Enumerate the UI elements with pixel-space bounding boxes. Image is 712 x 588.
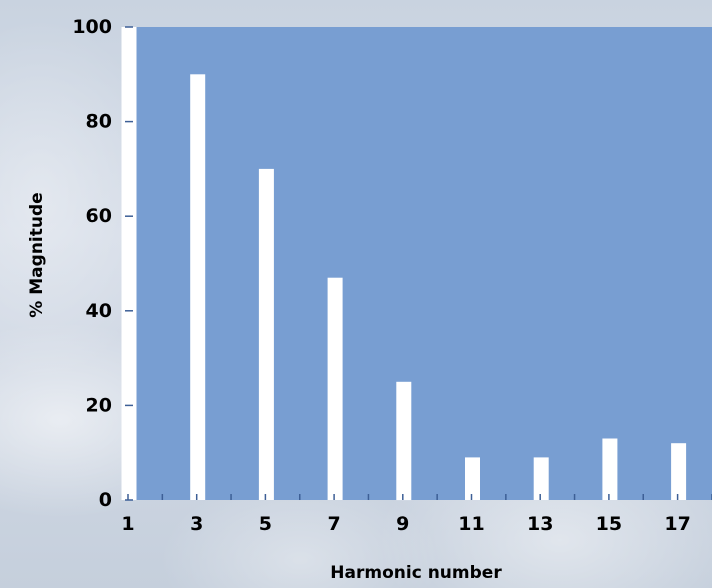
x-tick-label-5: 5: [259, 513, 272, 535]
bars-group: [121, 27, 687, 501]
y-tick-label-60: 60: [86, 205, 112, 227]
plot-area: [128, 27, 712, 500]
bar-harmonic-17: [671, 443, 687, 500]
x-tick-label-15: 15: [596, 513, 622, 535]
y-tick-label-80: 80: [86, 111, 112, 133]
x-tick-label-9: 9: [396, 513, 409, 535]
bar-harmonic-3: [190, 74, 206, 501]
y-tick-label-40: 40: [86, 300, 112, 322]
bar-harmonic-13: [533, 457, 549, 500]
x-tick-label-1: 1: [121, 513, 134, 535]
y-axis-title: % Magnitude: [27, 192, 47, 317]
bar-harmonic-11: [465, 457, 480, 500]
y-tick-label-0: 0: [99, 489, 112, 511]
x-tick-label-13: 13: [527, 513, 553, 535]
y-axis-ticks: 0 20 40 60 80 100: [72, 16, 133, 511]
bar-harmonic-5: [258, 168, 274, 500]
x-tick-label-7: 7: [327, 513, 340, 535]
x-axis-title: Harmonic number: [330, 563, 502, 583]
bar-harmonic-1: [121, 27, 137, 500]
y-tick-label-20: 20: [86, 394, 112, 416]
y-tick-label-100: 100: [72, 16, 112, 38]
x-tick-label-17: 17: [664, 513, 690, 535]
bar-harmonic-7: [327, 277, 343, 500]
x-axis-ticks: 1 3 5 7 9 11 13 15 17: [121, 494, 712, 535]
bar-harmonic-15: [602, 438, 618, 500]
x-tick-label-3: 3: [190, 513, 203, 535]
x-tick-label-11: 11: [458, 513, 484, 535]
bar-harmonic-9: [396, 381, 412, 501]
